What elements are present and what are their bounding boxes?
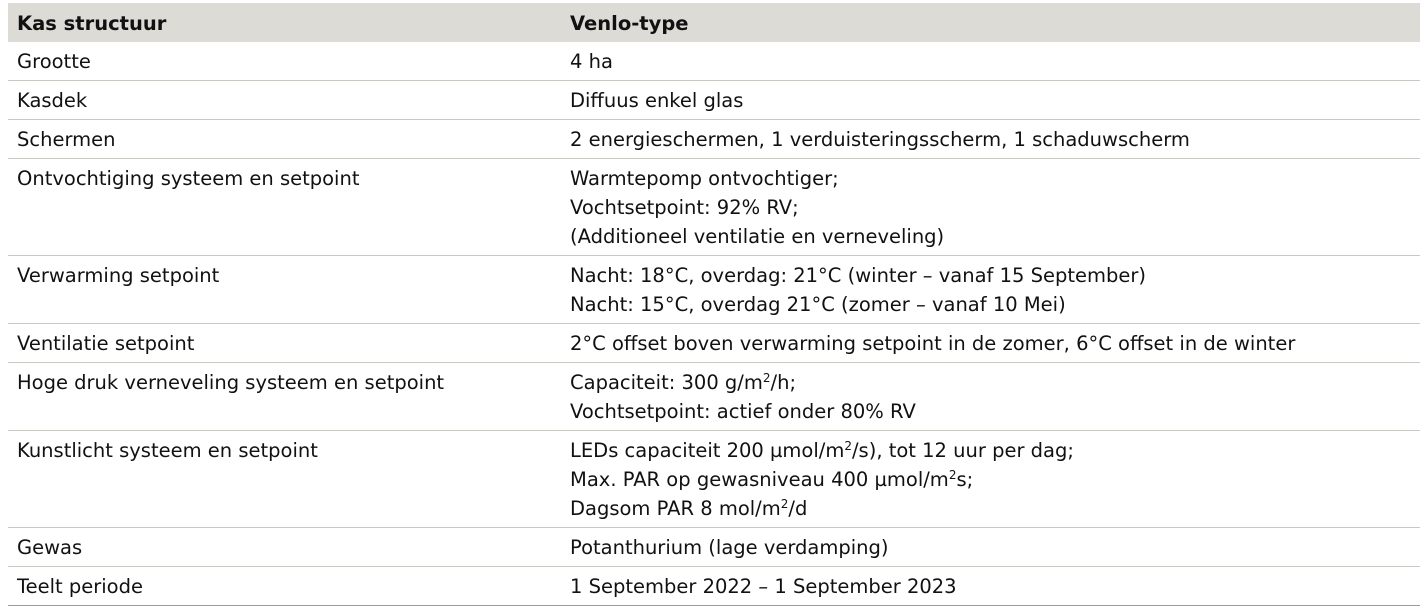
value-line: LEDs capaciteit 200 µmol/m2/s), tot 12 u…	[570, 436, 1420, 465]
value-line: 2 energieschermen, 1 verduisteringsscher…	[570, 128, 1190, 151]
row-value: 4 ha	[561, 42, 1420, 81]
row-label: Teelt periode	[8, 566, 561, 606]
value-line: 4 ha	[570, 50, 613, 73]
value-line: 1 September 2022 – 1 September 2023	[570, 575, 957, 598]
row-value: Potanthurium (lage verdamping)	[561, 527, 1420, 567]
value-text: /h;	[770, 371, 797, 394]
row-label: Grootte	[8, 42, 561, 81]
row-value: 1 September 2022 – 1 September 2023	[561, 566, 1420, 606]
kas-structuur-table: Kas structuur Venlo-type Grootte 4 ha Ka…	[8, 3, 1420, 606]
superscript: 2	[844, 439, 852, 453]
row-value: 2°C offset boven verwarming setpoint in …	[561, 323, 1420, 363]
table-row-verwarming: Verwarming setpoint Nacht: 18°C, overdag…	[8, 255, 1420, 324]
table-row-grootte: Grootte 4 ha	[8, 42, 1420, 81]
value-text: /d	[788, 497, 808, 520]
value-text: Capaciteit: 300 g/m	[570, 371, 763, 394]
row-label: Hoge druk verneveling systeem en setpoin…	[8, 362, 561, 431]
table-row-ontvochtiging: Ontvochtiging systeem en setpoint Warmte…	[8, 158, 1420, 256]
value-line: 2°C offset boven verwarming setpoint in …	[570, 332, 1296, 355]
value-line: Nacht: 18°C, overdag: 21°C (winter – van…	[570, 264, 1147, 287]
superscript: 2	[762, 371, 771, 385]
row-value: 2 energieschermen, 1 verduisteringsscher…	[561, 119, 1420, 159]
row-label: Kasdek	[8, 80, 561, 120]
table-header: Kas structuur Venlo-type	[8, 3, 1420, 42]
table-row-schermen: Schermen 2 energieschermen, 1 verduister…	[8, 119, 1420, 159]
row-value: LEDs capaciteit 200 µmol/m2/s), tot 12 u…	[561, 430, 1420, 528]
table-row-verneveling: Hoge druk verneveling systeem en setpoin…	[8, 362, 1420, 431]
value-line: Vochtsetpoint: 92% RV;	[570, 196, 799, 219]
value-line: Capaciteit: 300 g/m2/h;	[570, 368, 1420, 397]
kas-structuur-table-wrapper: Kas structuur Venlo-type Grootte 4 ha Ka…	[8, 3, 1420, 606]
value-text: Dagsom PAR 8 mol/m	[570, 497, 781, 520]
value-line: Potanthurium (lage verdamping)	[570, 536, 889, 559]
value-text: s;	[956, 468, 974, 491]
row-label: Ontvochtiging systeem en setpoint	[8, 158, 561, 256]
table-row-teelt-periode: Teelt periode 1 September 2022 – 1 Septe…	[8, 566, 1420, 606]
row-value: Nacht: 18°C, overdag: 21°C (winter – van…	[561, 255, 1420, 324]
row-label: Verwarming setpoint	[8, 255, 561, 324]
header-row: Kas structuur Venlo-type	[8, 3, 1420, 42]
table-row-kasdek: Kasdek Diffuus enkel glas	[8, 80, 1420, 120]
value-text: /s), tot 12 uur per dag;	[851, 439, 1074, 462]
value-line: Warmtepomp ontvochtiger;	[570, 167, 839, 190]
value-line: Max. PAR op gewasniveau 400 µmol/m2s;	[570, 465, 1420, 494]
row-label: Schermen	[8, 119, 561, 159]
table-row-kunstlicht: Kunstlicht systeem en setpoint LEDs capa…	[8, 430, 1420, 528]
value-line: Dagsom PAR 8 mol/m2/d	[570, 494, 1420, 523]
row-label: Ventilatie setpoint	[8, 323, 561, 363]
row-value: Warmtepomp ontvochtiger; Vochtsetpoint: …	[561, 158, 1420, 256]
table-row-gewas: Gewas Potanthurium (lage verdamping)	[8, 527, 1420, 567]
value-text: Max. PAR op gewasniveau 400 µmol/m	[570, 468, 949, 491]
row-value: Capaciteit: 300 g/m2/h; Vochtsetpoint: a…	[561, 362, 1420, 431]
row-label: Kunstlicht systeem en setpoint	[8, 430, 561, 528]
table-row-ventilatie: Ventilatie setpoint 2°C offset boven ver…	[8, 323, 1420, 363]
row-value: Diffuus enkel glas	[561, 80, 1420, 120]
superscript: 2	[948, 468, 957, 482]
value-line: Vochtsetpoint: actief onder 80% RV	[570, 400, 916, 423]
header-col-structure: Kas structuur	[8, 3, 561, 42]
header-col-type: Venlo-type	[561, 3, 1420, 42]
value-line: Nacht: 15°C, overdag 21°C (zomer – vanaf…	[570, 293, 1066, 316]
value-text: LEDs capaciteit 200 µmol/m	[570, 439, 845, 462]
superscript: 2	[780, 497, 789, 511]
value-line: (Additioneel ventilatie en verneveling)	[570, 225, 945, 248]
value-line: Diffuus enkel glas	[570, 89, 744, 112]
row-label: Gewas	[8, 527, 561, 567]
